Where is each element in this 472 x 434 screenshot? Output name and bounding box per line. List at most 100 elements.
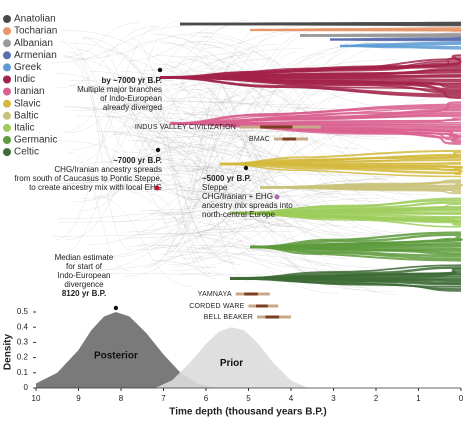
tree-branch [75, 115, 275, 137]
tree-branch [128, 52, 326, 247]
tree-branch [96, 131, 311, 207]
tree-branch [151, 260, 217, 268]
legend-label: Indic [14, 74, 35, 85]
tree-branch [191, 88, 326, 267]
tree-branch [203, 36, 416, 186]
tree-branch [50, 77, 168, 261]
tree-branch [202, 30, 299, 49]
legend-dot [3, 148, 11, 157]
median-text: Median estimate [55, 253, 114, 262]
legend-dot [3, 51, 11, 60]
tree-branch [141, 52, 244, 71]
tree-branch [82, 84, 201, 211]
x-tick-label: 7 [161, 394, 166, 403]
tree-branch [162, 89, 283, 224]
legend-dot [3, 75, 11, 84]
legend-label: Slavic [14, 98, 41, 109]
ancestry-dot [154, 185, 160, 191]
tree-branch [166, 162, 293, 228]
tree-branch [162, 47, 342, 214]
legend-label: Germanic [14, 135, 57, 146]
x-tick-label: 9 [76, 394, 81, 403]
tree-branch [64, 145, 206, 189]
tree-branch [119, 169, 280, 189]
legend-label: Armenian [14, 50, 57, 61]
series-label: Posterior [94, 351, 138, 362]
tree [50, 20, 464, 295]
legend-dot [3, 27, 11, 36]
clade-branch [339, 45, 462, 50]
tree-branch [161, 43, 359, 149]
culture-label: YAMNAYA [198, 291, 232, 298]
x-axis-label: Time depth (thousand years B.P.) [169, 407, 326, 418]
annotation-text: from south of Caucasus to Pontic Steppe, [14, 174, 162, 183]
x-tick-label: 4 [289, 394, 294, 403]
tree-branch [81, 107, 339, 294]
x-tick-label: 0 [459, 394, 464, 403]
tree-branch [100, 102, 176, 122]
culture-label: BELL BEAKER [204, 314, 253, 321]
clade-branch [219, 163, 462, 178]
tree-branch [54, 85, 137, 241]
tree-branch [137, 130, 316, 133]
ancestry-dot [274, 194, 280, 200]
tree-branch [128, 126, 220, 158]
clade-branch [249, 245, 462, 256]
tree-branch [63, 106, 247, 137]
annotation-text: CHG/Iranian + EHG [202, 192, 273, 201]
tree-branch [177, 245, 260, 250]
x-tick-label: 10 [32, 394, 41, 403]
tree-branch [103, 188, 339, 198]
clade-branch [249, 245, 462, 262]
tree-branch [77, 49, 192, 199]
median-text: divergence [64, 280, 104, 289]
tree-branch [71, 32, 213, 60]
legend-label: Anatolian [14, 14, 56, 25]
tree-branch [89, 71, 223, 111]
annotation-text: already diverged [103, 103, 162, 112]
density-area [155, 327, 308, 388]
tree-branch [143, 27, 265, 268]
tree-branch [191, 169, 323, 192]
tree-branch [68, 43, 279, 185]
tree-branch [203, 177, 397, 231]
x-tick-label: 5 [246, 394, 251, 403]
median-text: for start of [66, 262, 103, 271]
tree-branch [114, 100, 248, 137]
legend-label: Baltic [14, 110, 38, 121]
tree-branch [66, 106, 298, 268]
clade-branch [159, 76, 462, 98]
tree-branch [90, 85, 275, 194]
legend-dot [3, 123, 11, 132]
tree-branch [151, 158, 313, 210]
tree-branch [50, 25, 190, 64]
tree-branch [70, 42, 131, 251]
tree-branch [64, 103, 141, 134]
tree-branch [113, 83, 186, 135]
tree-branch [160, 78, 256, 255]
series-label: Prior [220, 358, 243, 369]
tree-branch [106, 115, 207, 197]
tree-branch [100, 179, 276, 196]
culture-core [255, 304, 268, 308]
tree-branch [165, 57, 234, 255]
clade-branch [249, 245, 462, 260]
annotation-title: ~5000 yr B.P. [202, 174, 251, 183]
tree-branch [147, 174, 359, 236]
clade-branch [299, 34, 462, 38]
clade-branch [229, 211, 462, 226]
tree-branch [135, 140, 371, 176]
tree-branch [70, 218, 266, 260]
tree-branch [94, 20, 248, 200]
legend-label: Italic [14, 123, 35, 134]
tree-branch [148, 167, 396, 177]
tree-branch [150, 26, 299, 173]
annotation-title: by ~7000 yr B.P. [101, 76, 162, 85]
culture-label: INDUS VALLEY CIVILIZATION [135, 124, 236, 131]
tree-branch [170, 61, 297, 217]
culture-label: CORDED WARE [189, 303, 244, 310]
annotation-text: Steppe [202, 183, 228, 192]
tree-branch [105, 131, 266, 157]
tree-branch [88, 215, 333, 271]
tree-branch [58, 140, 233, 195]
